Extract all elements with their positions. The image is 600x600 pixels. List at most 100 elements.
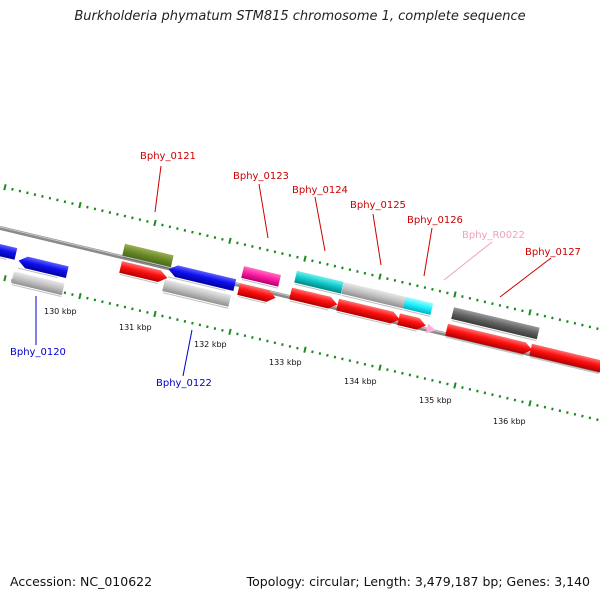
outer-tick-dot xyxy=(243,243,247,247)
outer-tick-dot xyxy=(326,262,329,266)
gene-gray-0122[interactable] xyxy=(162,279,232,307)
outer-tick-dot xyxy=(581,323,584,327)
outer-tick-dot xyxy=(183,228,187,232)
gene-red-0126[interactable] xyxy=(397,313,427,331)
scale-label-130: 130 kbp xyxy=(44,307,77,316)
inner-tick-dot xyxy=(101,300,104,304)
inner-tick-dot xyxy=(588,416,592,420)
outer-tick-dot xyxy=(446,291,449,295)
outer-tick-dot xyxy=(161,223,164,227)
inner-tick-dot xyxy=(198,323,202,327)
gene-cyan-0126[interactable] xyxy=(403,296,434,315)
inner-tick-dot xyxy=(131,307,134,311)
inner-tick-dot xyxy=(116,303,119,307)
outer-tick-dot xyxy=(483,300,487,304)
outer-tick-dot xyxy=(573,321,577,325)
gene-pink-r0022[interactable] xyxy=(425,324,437,335)
gene-dark-0127[interactable] xyxy=(451,307,540,340)
outer-tick-dot xyxy=(566,320,569,323)
gene-label-bphy-0126: Bphy_0126 xyxy=(407,215,463,226)
outer-tick-dot xyxy=(438,289,442,293)
inner-tick-dot xyxy=(71,293,74,297)
inner-tick-dot xyxy=(63,291,67,295)
inner-tick-dot xyxy=(3,275,7,282)
inner-tick-dot xyxy=(566,411,569,414)
outer-tick-dot xyxy=(78,201,82,209)
outer-tick-dot xyxy=(513,307,517,311)
gene-shadow xyxy=(17,267,58,279)
gene-gray-0125[interactable] xyxy=(341,281,407,309)
outer-tick-dot xyxy=(416,284,419,288)
gene-red-0124[interactable] xyxy=(289,287,338,311)
outer-tick-dot xyxy=(528,309,532,316)
outer-tick-dot xyxy=(551,316,554,320)
inner-tick-dot xyxy=(378,364,382,371)
inner-tick-dot xyxy=(461,386,464,389)
outer-tick-dot xyxy=(56,198,59,202)
accession-text: Accession: NC_010622 xyxy=(10,574,153,589)
outer-tick-dot xyxy=(536,312,539,316)
outer-tick-dot xyxy=(348,268,352,272)
outer-tick-dot xyxy=(296,255,299,259)
gene-blue-0120[interactable] xyxy=(17,255,69,279)
outer-tick-dot xyxy=(498,304,502,307)
gene-olive-0121[interactable] xyxy=(122,243,174,268)
gene-shadow xyxy=(122,256,171,270)
inner-tick-dot xyxy=(191,321,194,325)
inner-tick-dot xyxy=(581,414,584,418)
inner-tick-dot xyxy=(453,382,457,389)
outer-tick-dot xyxy=(221,237,224,241)
outer-tick-dot xyxy=(468,296,472,300)
inner-tick-dot xyxy=(311,350,314,354)
gene-blue-left-edge[interactable] xyxy=(0,242,18,260)
outer-tick-dot xyxy=(378,273,382,280)
outer-tick-dot xyxy=(371,273,374,277)
gene-red-0121[interactable] xyxy=(119,261,168,284)
outer-tick-dot xyxy=(93,207,97,211)
gene-gray-0120[interactable] xyxy=(11,271,65,296)
inner-tick-dot xyxy=(528,400,532,407)
outer-tick-dot xyxy=(596,327,599,331)
gene-blue-0122[interactable] xyxy=(167,264,237,291)
outer-tick-dot xyxy=(168,225,172,229)
outer-tick-dot xyxy=(131,216,134,220)
gene-red-0127[interactable] xyxy=(445,323,533,356)
outer-tick-dot xyxy=(48,196,52,200)
scale-label-135: 135 kbp xyxy=(419,396,452,405)
scale-label-133: 133 kbp xyxy=(269,358,302,367)
gene-shadow xyxy=(237,296,267,304)
inner-tick-dot xyxy=(408,373,412,377)
inner-tick-dot xyxy=(303,346,307,353)
inner-tick-dot xyxy=(521,400,524,404)
outer-tick-dot xyxy=(176,227,179,231)
gene-red-0125[interactable] xyxy=(336,298,401,326)
gene-red-next[interactable] xyxy=(529,343,600,374)
gene-teal-0124[interactable] xyxy=(294,270,344,294)
gene-magenta-0123[interactable] xyxy=(241,266,281,287)
outer-tick-dot xyxy=(588,325,592,329)
inner-tick-dot xyxy=(348,359,352,363)
gene-shadow xyxy=(451,320,537,342)
gene-track xyxy=(0,242,600,375)
outer-tick-dot xyxy=(71,202,74,206)
inner-tick-dot xyxy=(573,412,577,416)
inner-tick-dot xyxy=(543,405,547,409)
inner-tick-dot xyxy=(86,296,89,300)
inner-tick-dot xyxy=(363,362,367,366)
inner-tick-dot xyxy=(281,343,284,347)
outer-tick-dot xyxy=(543,314,547,318)
outer-tick-dot xyxy=(116,212,119,216)
outer-tick-dot xyxy=(101,209,104,213)
outer-tick-dot xyxy=(356,270,359,273)
inner-tick-dot xyxy=(551,407,554,411)
inner-tick-dot xyxy=(123,305,127,309)
gene-red-0123[interactable] xyxy=(237,283,277,303)
outer-tick-dot xyxy=(108,211,112,214)
inner-tick-dot xyxy=(206,325,209,329)
gene-shadow xyxy=(241,279,278,289)
gene-shadow xyxy=(397,326,417,332)
outer-tick-dot xyxy=(393,278,397,282)
scale-labels: 130 kbp 131 kbp 132 kbp 133 kbp 134 kbp … xyxy=(44,307,526,426)
sequence-summary: Topology: circular; Length: 3,479,187 bp… xyxy=(246,574,590,589)
